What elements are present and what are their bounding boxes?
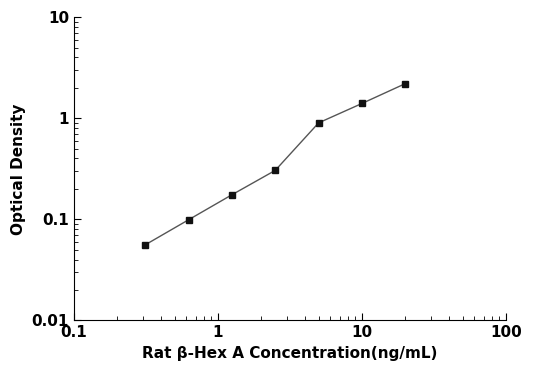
X-axis label: Rat β-Hex A Concentration(ng/mL): Rat β-Hex A Concentration(ng/mL) xyxy=(142,346,438,361)
Y-axis label: Optical Density: Optical Density xyxy=(11,103,26,234)
